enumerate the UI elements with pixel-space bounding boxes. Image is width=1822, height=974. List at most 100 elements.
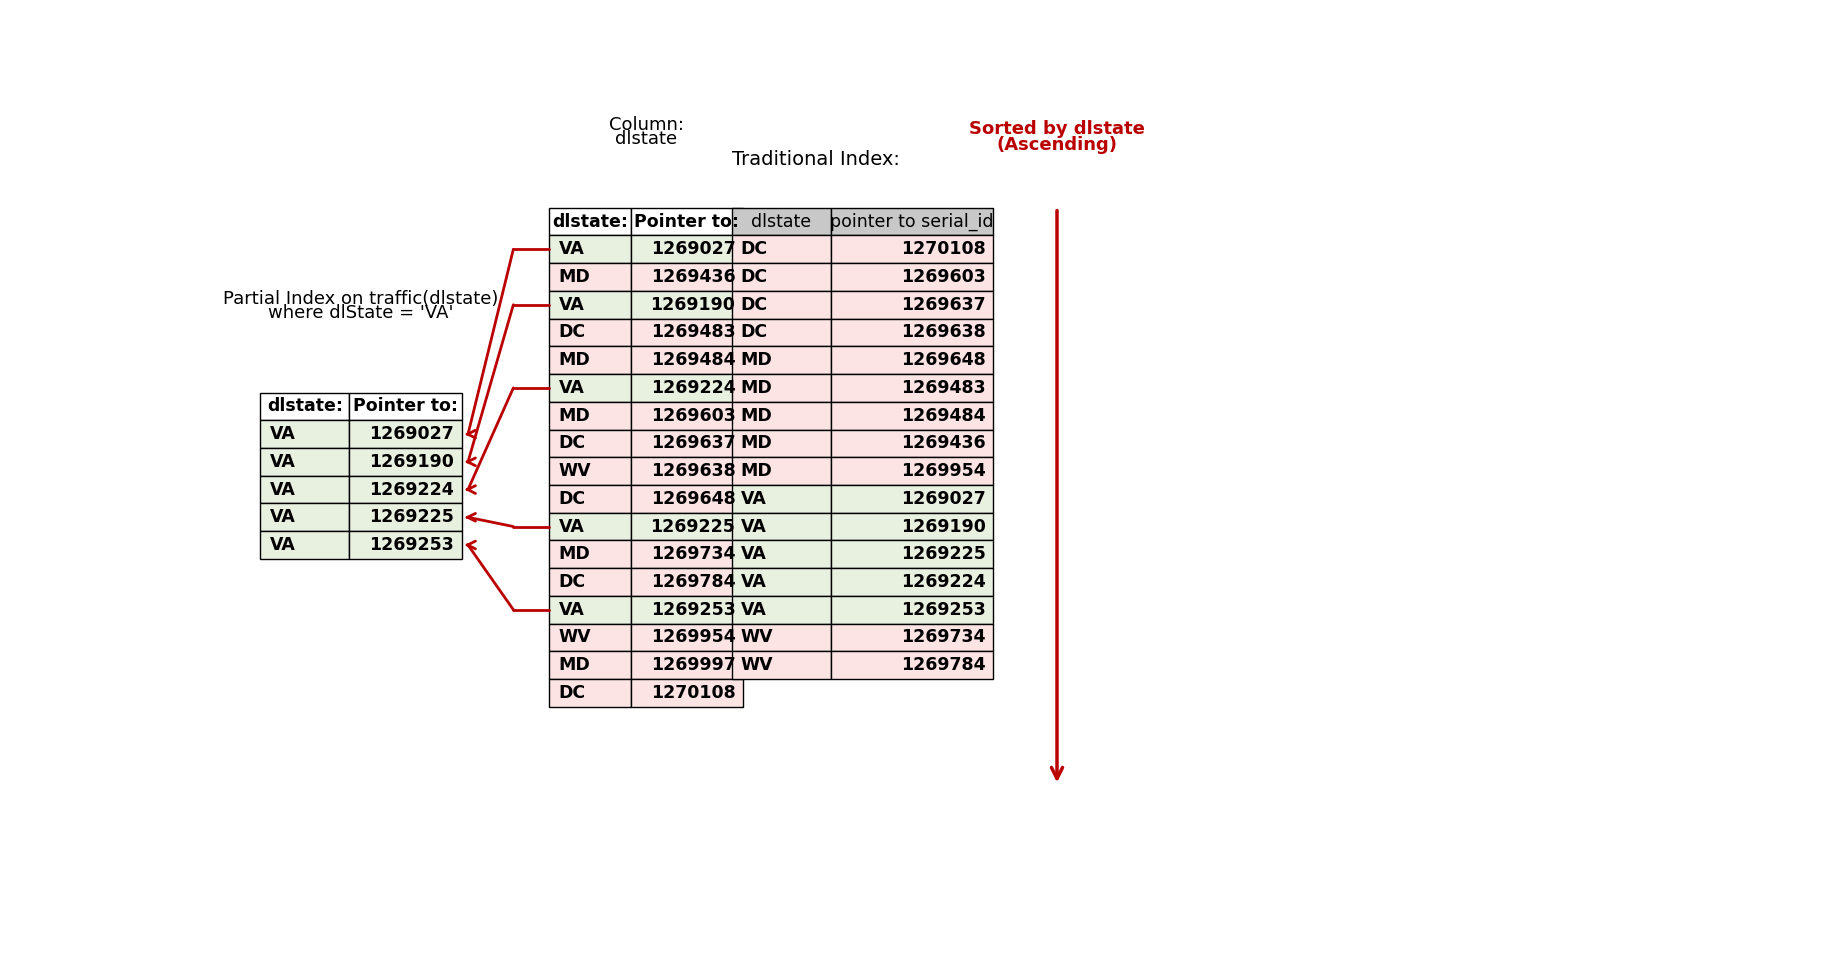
Text: 1269638: 1269638: [650, 462, 736, 480]
Text: MD: MD: [559, 352, 590, 369]
Text: DC: DC: [559, 323, 587, 342]
Text: 1269648: 1269648: [650, 490, 736, 507]
Text: MD: MD: [742, 379, 773, 397]
Bar: [550, 291, 630, 318]
Bar: [350, 420, 461, 448]
Text: 1269224: 1269224: [370, 480, 454, 499]
Bar: [831, 596, 993, 623]
Bar: [630, 596, 743, 623]
Text: 1269784: 1269784: [902, 656, 986, 674]
Text: VA: VA: [270, 508, 295, 526]
Bar: [731, 596, 831, 623]
Text: 1269027: 1269027: [650, 241, 736, 258]
Bar: [831, 263, 993, 291]
Bar: [350, 393, 461, 420]
Bar: [831, 207, 993, 236]
Bar: [731, 623, 831, 652]
Bar: [550, 374, 630, 402]
Bar: [630, 541, 743, 568]
Bar: [550, 512, 630, 541]
Text: Partial Index on traffic(dlstate): Partial Index on traffic(dlstate): [224, 290, 499, 308]
Bar: [261, 393, 350, 420]
Text: 1270108: 1270108: [900, 241, 986, 258]
Text: Sorted by dlstate: Sorted by dlstate: [969, 121, 1144, 138]
Bar: [731, 457, 831, 485]
Bar: [630, 263, 743, 291]
Bar: [550, 679, 630, 707]
Bar: [550, 652, 630, 679]
Bar: [731, 402, 831, 430]
Text: DC: DC: [742, 241, 767, 258]
Text: Column:: Column:: [609, 116, 683, 133]
Text: 1269027: 1269027: [900, 490, 986, 507]
Text: WV: WV: [742, 656, 773, 674]
Text: 1269483: 1269483: [650, 323, 736, 342]
Text: VA: VA: [742, 545, 767, 563]
Text: DC: DC: [742, 268, 767, 286]
Bar: [731, 485, 831, 512]
Bar: [550, 347, 630, 374]
Bar: [550, 263, 630, 291]
Text: where dlState = 'VA': where dlState = 'VA': [268, 304, 454, 321]
Bar: [350, 475, 461, 504]
Text: 1269638: 1269638: [900, 323, 986, 342]
Bar: [831, 457, 993, 485]
Text: VA: VA: [742, 573, 767, 591]
Text: MD: MD: [742, 406, 773, 425]
Bar: [350, 504, 461, 531]
Text: VA: VA: [270, 536, 295, 554]
Bar: [831, 236, 993, 263]
Bar: [550, 207, 630, 236]
Bar: [731, 430, 831, 457]
Bar: [831, 430, 993, 457]
Text: 1269225: 1269225: [900, 545, 986, 563]
Text: 1269954: 1269954: [900, 462, 986, 480]
Bar: [630, 236, 743, 263]
Text: 1269224: 1269224: [900, 573, 986, 591]
Bar: [831, 541, 993, 568]
Text: VA: VA: [742, 517, 767, 536]
Text: 1269436: 1269436: [650, 268, 736, 286]
Text: WV: WV: [742, 628, 773, 647]
Bar: [731, 652, 831, 679]
Text: 1269637: 1269637: [902, 296, 986, 314]
Bar: [630, 347, 743, 374]
Text: VA: VA: [742, 490, 767, 507]
Text: 1269954: 1269954: [650, 628, 736, 647]
Text: pointer to serial_id: pointer to serial_id: [831, 212, 993, 231]
Bar: [630, 430, 743, 457]
Bar: [350, 531, 461, 559]
Text: VA: VA: [270, 453, 295, 470]
Bar: [831, 402, 993, 430]
Bar: [831, 485, 993, 512]
Text: VA: VA: [270, 425, 295, 443]
Bar: [831, 291, 993, 318]
Text: Pointer to:: Pointer to:: [353, 397, 457, 415]
Text: 1270108: 1270108: [650, 684, 736, 702]
Text: VA: VA: [270, 480, 295, 499]
Bar: [630, 207, 743, 236]
Text: 1269190: 1269190: [370, 453, 454, 470]
Bar: [731, 541, 831, 568]
Text: VA: VA: [559, 517, 585, 536]
Text: VA: VA: [559, 601, 585, 618]
Bar: [550, 430, 630, 457]
Bar: [550, 236, 630, 263]
Text: dlstate: dlstate: [616, 130, 678, 148]
Text: 1269734: 1269734: [902, 628, 986, 647]
Text: 1269603: 1269603: [900, 268, 986, 286]
Bar: [550, 623, 630, 652]
Bar: [831, 623, 993, 652]
Bar: [831, 318, 993, 347]
Text: MD: MD: [742, 352, 773, 369]
Bar: [630, 568, 743, 596]
Text: 1269253: 1269253: [650, 601, 736, 618]
Bar: [831, 347, 993, 374]
Bar: [731, 236, 831, 263]
Text: MD: MD: [559, 545, 590, 563]
Text: WV: WV: [559, 462, 592, 480]
Bar: [261, 531, 350, 559]
Bar: [731, 374, 831, 402]
Bar: [630, 679, 743, 707]
Text: dlstate: dlstate: [751, 212, 811, 231]
